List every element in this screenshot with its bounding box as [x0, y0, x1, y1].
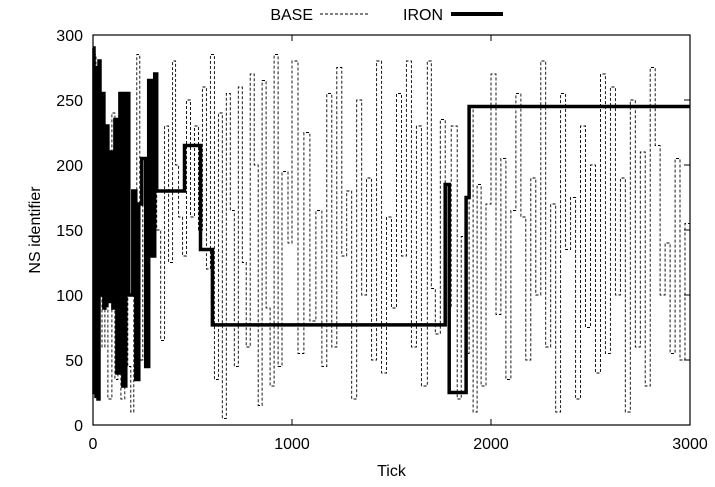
legend: BASE IRON — [270, 7, 503, 24]
plot-area — [92, 46, 691, 419]
y-tick-label: 0 — [74, 418, 83, 435]
y-axis-title: NS identifier — [27, 186, 44, 274]
legend-label-base: BASE — [270, 7, 313, 24]
y-tick-label: 300 — [56, 28, 83, 45]
x-tick-label: 2000 — [473, 436, 509, 453]
series-line-iron — [92, 46, 690, 401]
y-axis: 0 50 100 150 200 250 300 — [56, 28, 690, 435]
x-axis: 0 1000 2000 3000 — [89, 35, 708, 453]
series-line-base — [93, 54, 691, 419]
y-tick-label: 50 — [65, 353, 83, 370]
y-tick-label: 150 — [56, 223, 83, 240]
x-axis-title: Tick — [377, 463, 407, 480]
legend-label-iron: IRON — [403, 7, 443, 24]
x-tick-label: 3000 — [672, 436, 708, 453]
x-tick-label: 0 — [89, 436, 98, 453]
y-tick-label: 250 — [56, 93, 83, 110]
y-tick-label: 200 — [56, 158, 83, 175]
x-tick-label: 1000 — [274, 436, 310, 453]
y-tick-label: 100 — [56, 288, 83, 305]
